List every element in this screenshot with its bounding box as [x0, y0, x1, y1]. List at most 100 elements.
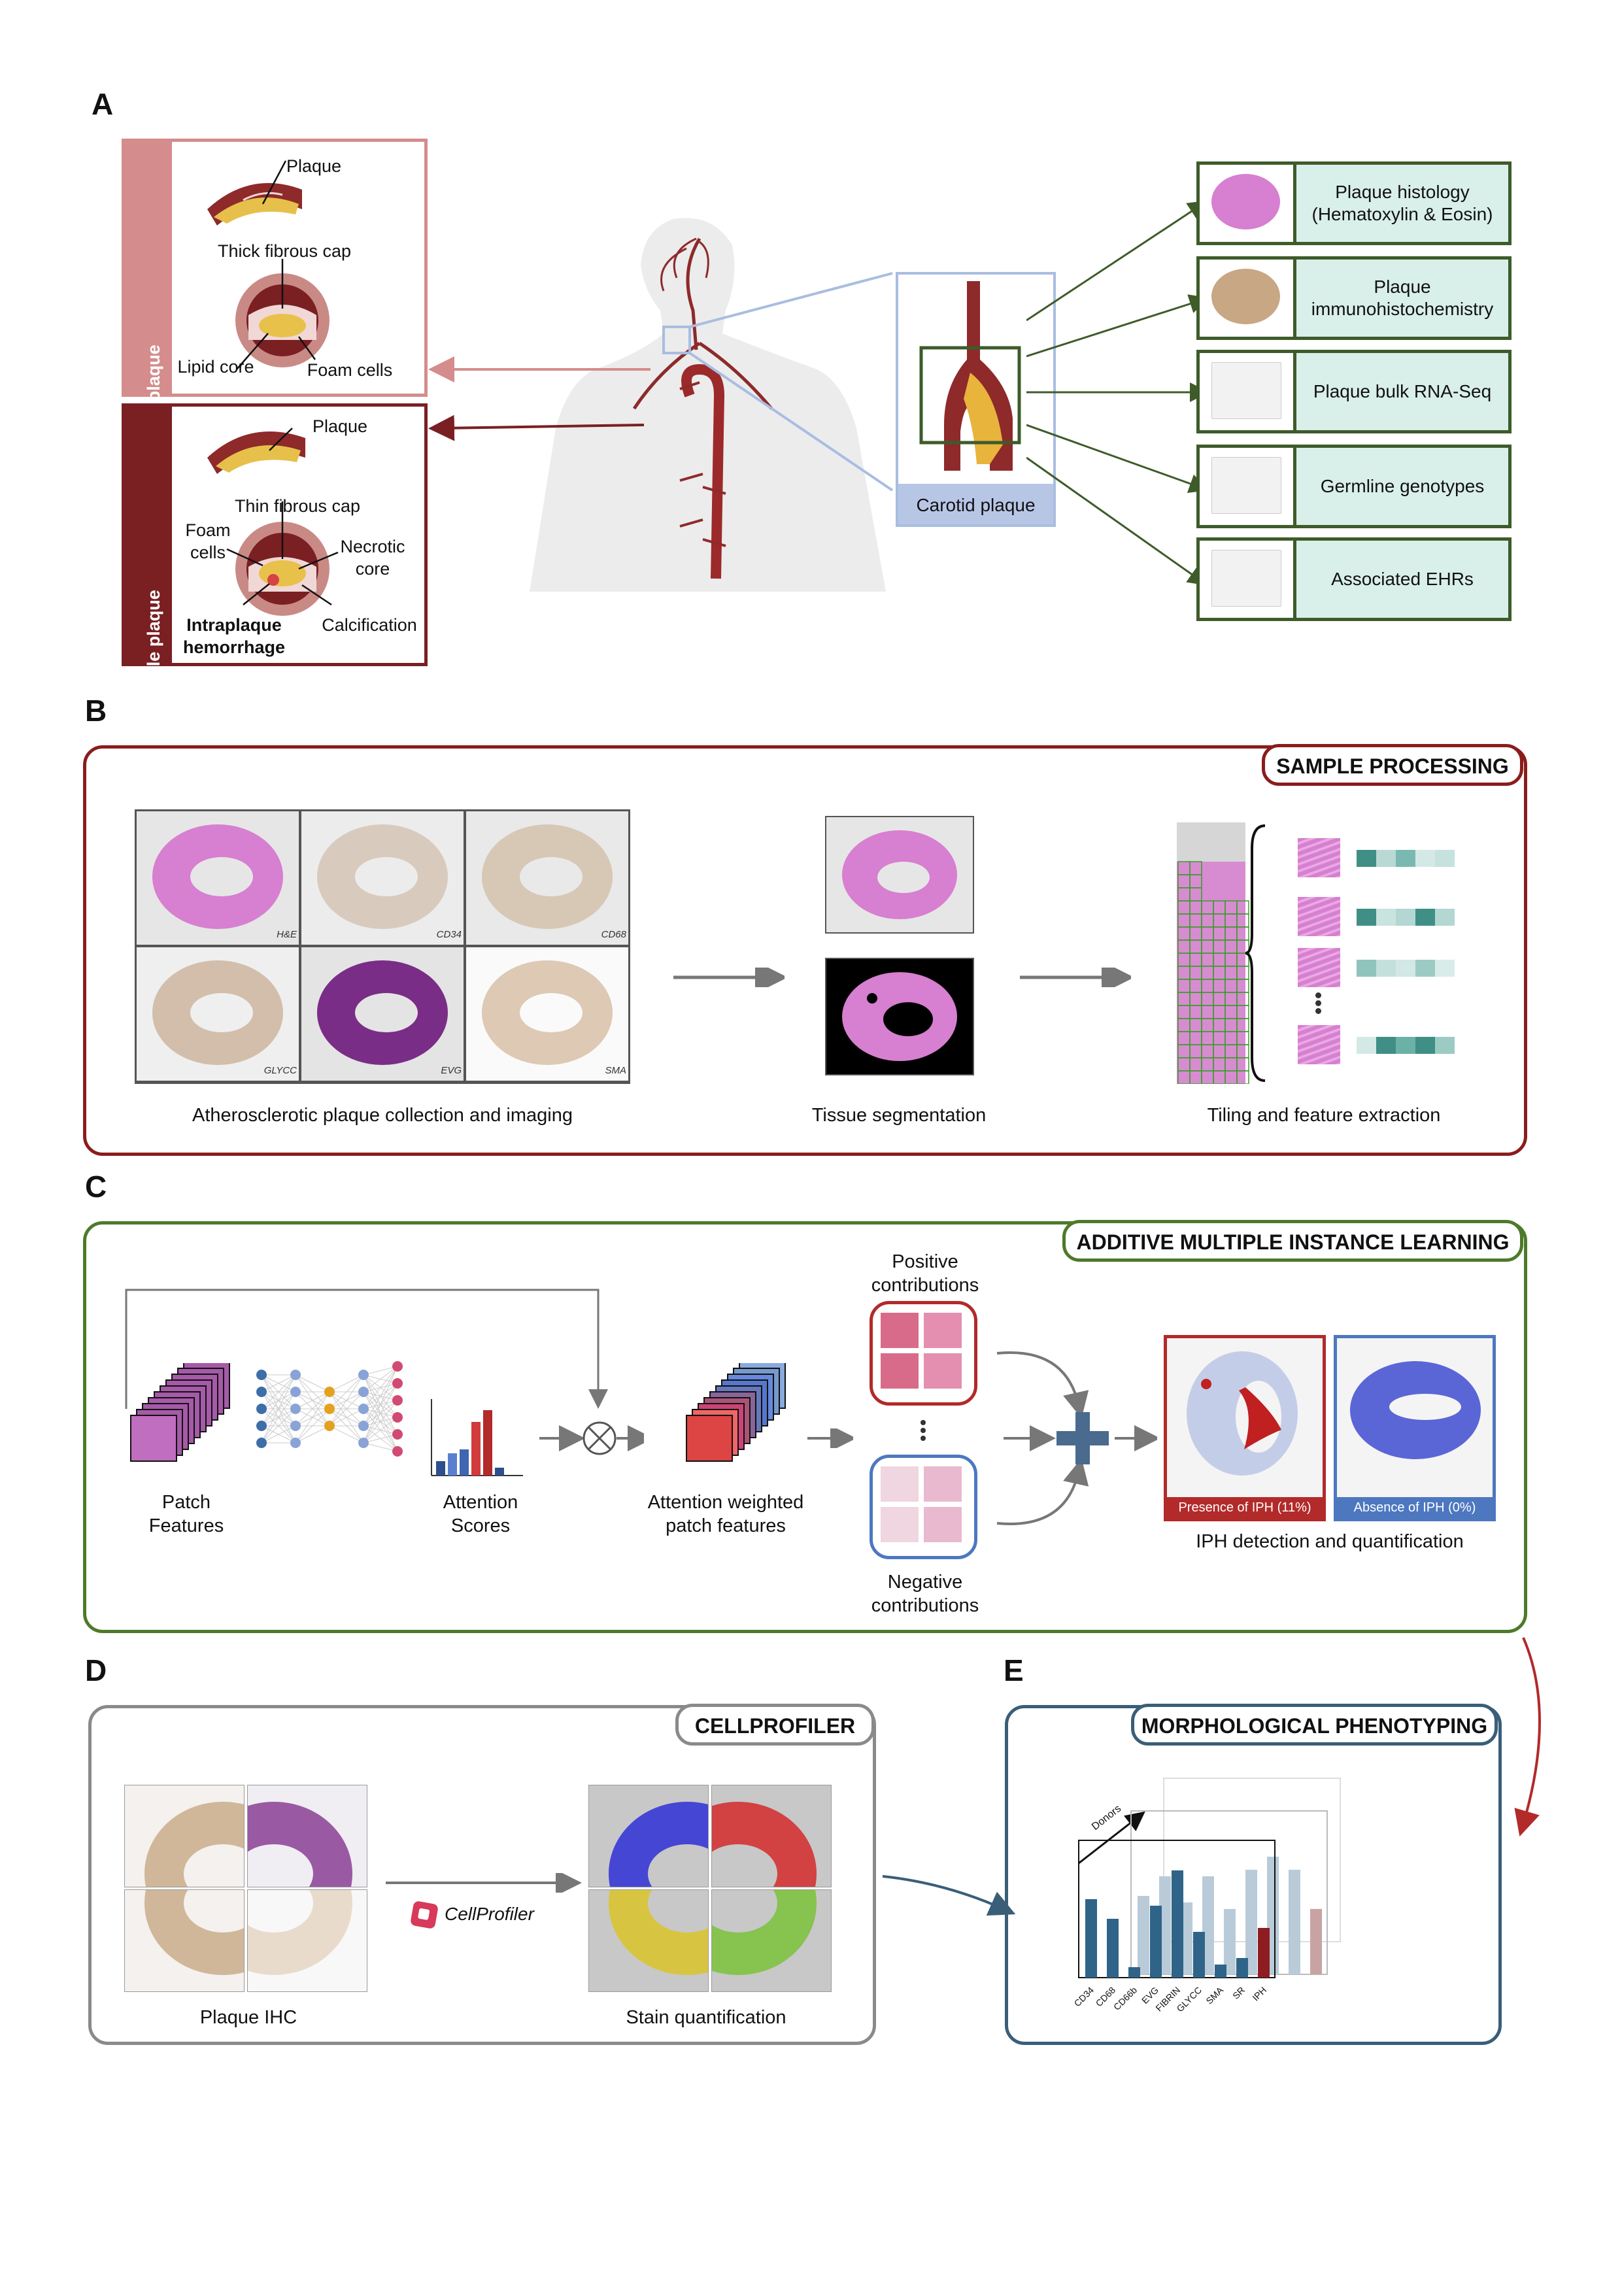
weighted-feature-stack	[686, 1363, 786, 1462]
carotid-plaque-box	[896, 272, 1056, 527]
weighted-features-label: Attention weighted patch features	[647, 1492, 804, 1537]
segmentation-mask	[825, 958, 974, 1075]
segmentation-caption: Tissue segmentation	[811, 1105, 987, 1126]
cellprofiler-frame	[88, 1705, 876, 2045]
stain-label: CD68	[601, 929, 626, 940]
thumbnail-image	[1211, 550, 1281, 607]
feature-vector-cell	[1396, 909, 1415, 926]
feature-tile	[1298, 948, 1340, 987]
morphological-header: MORPHOLOGICAL PHENOTYPING	[1131, 1704, 1498, 1746]
contribution-tile	[881, 1466, 919, 1502]
carotid-plaque-label-band	[898, 484, 1053, 524]
panel-a-right-arrows	[1026, 200, 1209, 586]
carotid-plaque-label: Carotid plaque	[916, 495, 1036, 515]
lipid-core-label: Lipid core	[177, 357, 254, 377]
contribution-tile	[881, 1353, 919, 1389]
feature-vector-cell	[1357, 1037, 1376, 1054]
stain-label: EVG	[441, 1065, 462, 1076]
feature-vector-cell	[1376, 960, 1396, 977]
zoom-lines	[688, 272, 894, 492]
iph-presence-label: Presence of IPH (11%)	[1167, 1497, 1323, 1518]
contribution-tile	[924, 1507, 962, 1542]
vulnerable-plaque-side-band	[125, 407, 172, 663]
stain-tile	[466, 947, 628, 1081]
vulnerable-plaque-illustration	[207, 428, 339, 616]
thin-fibrous-cap-label: Thin fibrous cap	[234, 496, 361, 516]
plaque-ihc-caption: Plaque IHC	[199, 2007, 297, 2028]
ihc-tile	[124, 1889, 245, 1992]
bar-cd68	[1107, 1919, 1119, 1978]
data-type-row: Germline genotypes	[1196, 445, 1512, 528]
ihc-tile	[588, 1785, 709, 1887]
data-type-row: Plaque histology (Hematoxylin & Eosin)	[1196, 161, 1512, 245]
stain-label: CD34	[436, 929, 462, 940]
stain-tile	[301, 947, 464, 1081]
category-label: SMA	[1204, 1984, 1225, 2006]
cellprofiler-logo-icon	[409, 1900, 439, 1930]
feature-tile	[1298, 897, 1340, 936]
ihc-tile	[124, 1785, 245, 1887]
ellipsis-dot	[1315, 992, 1321, 998]
feature-skip-connection	[125, 1289, 608, 1409]
thumbnail-image	[1211, 457, 1281, 514]
iph-absence-map	[1334, 1335, 1496, 1521]
data-type-label: Plaque bulk RNA-Seq	[1296, 353, 1508, 430]
iph-presence-map	[1164, 1335, 1326, 1521]
data-type-row: Plaque immunohistochemistry	[1196, 256, 1512, 340]
feature-vector-cell	[1357, 909, 1376, 926]
sample-processing-frame	[83, 745, 1527, 1156]
aml-frame	[83, 1221, 1527, 1633]
ihc-tile	[247, 1889, 367, 1992]
attention-bars	[431, 1399, 523, 1476]
bar-sma	[1215, 1965, 1226, 1978]
feature-vector-cell	[1415, 960, 1435, 977]
data-type-thumbnail	[1200, 260, 1296, 337]
feature-vector-cell	[1435, 909, 1455, 926]
cellprofiler-logo-text: CellProfiler	[445, 1904, 534, 1924]
category-label: IPH	[1250, 1985, 1268, 2003]
data-type-label: Plaque immunohistochemistry	[1296, 260, 1508, 337]
vulnerable-plaque-label: Plaque	[312, 416, 368, 436]
stain-tile	[466, 811, 628, 945]
patch-feature-stack	[130, 1363, 230, 1462]
donors-axis-label: Donors	[1090, 1803, 1123, 1832]
contribution-tile	[924, 1313, 962, 1348]
category-label: CD34	[1072, 1985, 1096, 2009]
c-to-e-arrow	[1514, 1637, 1541, 1837]
he-thumbnail	[825, 816, 974, 934]
data-type-thumbnail	[1200, 448, 1296, 525]
stable-plaque-box	[122, 139, 428, 397]
stain-quantification-caption: Stain quantification	[626, 2007, 786, 2028]
cellprofiler-arrow	[386, 1873, 582, 1893]
aggregation-plus	[996, 1351, 1157, 1525]
feature-vector-cell	[1435, 960, 1455, 977]
data-type-row: Associated EHRs	[1196, 537, 1512, 621]
bar-iph	[1258, 1928, 1270, 1978]
feature-vector-cell	[1396, 960, 1415, 977]
stable-plaque-side-band	[125, 142, 172, 394]
feature-vector-cell	[1376, 1037, 1396, 1054]
feature-tile	[1298, 838, 1340, 877]
necrotic-core-label: Necrotic core	[340, 537, 405, 579]
multiply-operator	[539, 1421, 644, 1455]
feature-vector-cell	[1435, 850, 1455, 867]
stable-foam-cells-label: Foam cells	[307, 360, 393, 380]
stain-tile	[137, 947, 299, 1081]
stain-tile	[301, 811, 464, 945]
bar-evg	[1150, 1906, 1162, 1978]
intraplaque-hemorrhage-label: Intraplaque hemorrhage	[182, 615, 286, 657]
human-body-illustration	[530, 218, 886, 592]
tile-ellipsis	[1315, 990, 1322, 1016]
feature-vector-cell	[1357, 960, 1376, 977]
positive-contributions-label: Positive contributions	[871, 1251, 979, 1296]
feature-vector-cell	[1415, 850, 1435, 867]
vulnerable-foam-cells-label: Foam cells	[185, 520, 231, 562]
ellipsis-dot	[1315, 1008, 1321, 1014]
tiled-tissue	[1177, 822, 1249, 1084]
cellprofiler-header: CELLPROFILER	[675, 1704, 875, 1746]
bar-sr	[1236, 1958, 1248, 1978]
stain-tile	[137, 811, 299, 945]
vulnerable-plaque-box	[122, 403, 428, 666]
feature-vector-cell	[1435, 1037, 1455, 1054]
